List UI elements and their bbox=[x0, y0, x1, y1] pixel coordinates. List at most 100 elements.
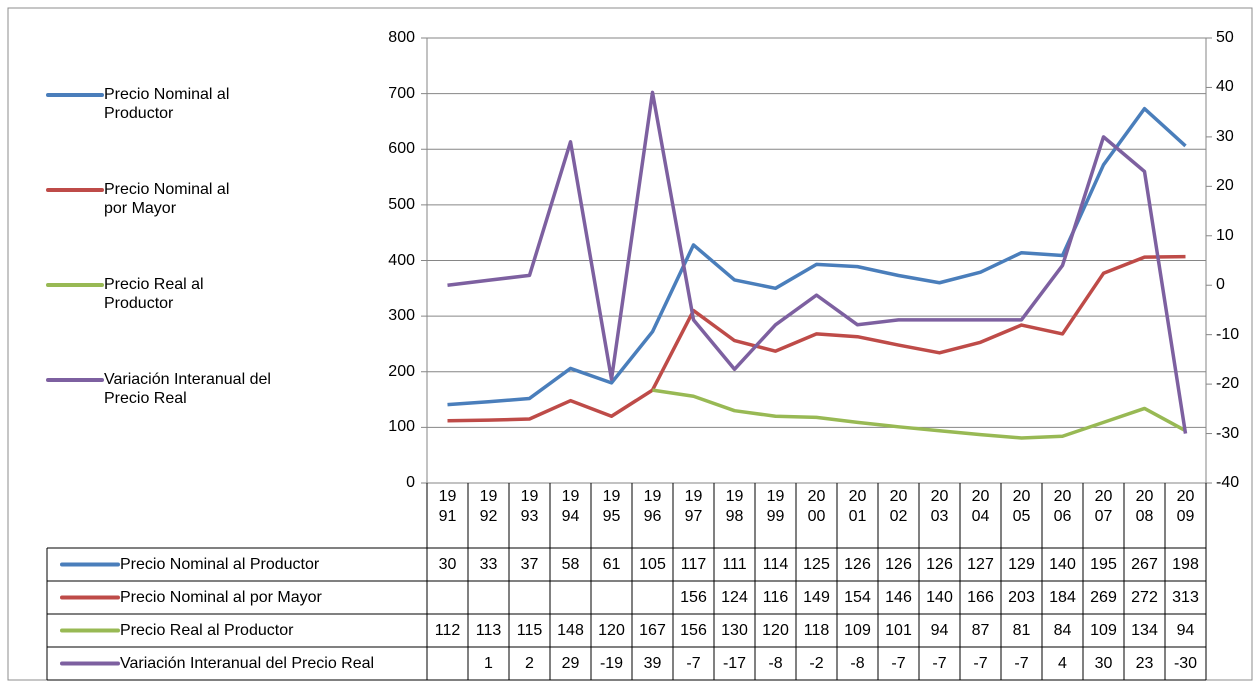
table-cell: -19 bbox=[599, 654, 624, 672]
y2-tick-label: -20 bbox=[1216, 375, 1240, 393]
table-cell: 111 bbox=[722, 555, 747, 573]
table-cell: -7 bbox=[1014, 654, 1029, 672]
table-cell: 118 bbox=[803, 621, 830, 639]
table-cell: -2 bbox=[809, 654, 824, 672]
table-cell: -7 bbox=[891, 654, 906, 672]
y2-tick-label: 30 bbox=[1216, 127, 1234, 145]
table-cell: 105 bbox=[639, 555, 666, 573]
table-cell: 272 bbox=[1131, 588, 1158, 606]
table-cell: 37 bbox=[520, 555, 539, 573]
table-cell: 116 bbox=[762, 588, 789, 606]
y2-tick-label: -30 bbox=[1216, 424, 1240, 442]
table-cell: 134 bbox=[1131, 621, 1158, 639]
y-tick-label: 600 bbox=[388, 140, 415, 158]
table-cell: -8 bbox=[850, 654, 865, 672]
table-cell: 61 bbox=[602, 555, 621, 573]
table-cell: 267 bbox=[1131, 555, 1158, 573]
table-cell: 115 bbox=[516, 621, 543, 639]
table-cell: 126 bbox=[926, 555, 953, 573]
table-cell: 124 bbox=[721, 588, 748, 606]
y-tick-label: 100 bbox=[388, 418, 415, 436]
y-tick-label: 800 bbox=[388, 29, 415, 46]
table-cell: 125 bbox=[803, 555, 830, 573]
table-row-label: Precio Nominal al Productor bbox=[120, 555, 320, 573]
series-line bbox=[447, 90, 1188, 434]
x-tick-label: 1998 bbox=[725, 488, 744, 525]
table-cell: 33 bbox=[479, 555, 498, 573]
table-cell: 109 bbox=[1090, 621, 1117, 639]
table-cell: 148 bbox=[557, 621, 584, 639]
x-tick-label: 1999 bbox=[766, 488, 785, 525]
x-tick-label: 2004 bbox=[971, 488, 990, 525]
table-cell: -8 bbox=[768, 654, 783, 672]
table-cell: 23 bbox=[1135, 654, 1154, 672]
series-line bbox=[447, 106, 1187, 407]
table-cell: 154 bbox=[844, 588, 871, 606]
table-cell: 101 bbox=[885, 621, 912, 639]
table-cell: 58 bbox=[561, 555, 580, 573]
x-tick-label: 1997 bbox=[684, 488, 703, 525]
y-tick-label: 500 bbox=[388, 195, 415, 213]
table-cell: 313 bbox=[1172, 588, 1199, 606]
legend-label: Precio Nominal al por Mayor bbox=[104, 181, 230, 217]
x-tick-label: 2001 bbox=[848, 488, 867, 525]
table-cell: 140 bbox=[926, 588, 953, 606]
x-tick-label: 2007 bbox=[1094, 488, 1113, 525]
table-cell: 87 bbox=[971, 621, 990, 639]
x-tick-label: 1994 bbox=[561, 488, 580, 525]
y2-tick-label: 10 bbox=[1216, 226, 1234, 244]
x-tick-label: 1991 bbox=[438, 488, 457, 525]
y2-tick-label: 20 bbox=[1216, 177, 1234, 195]
table-cell: 127 bbox=[967, 555, 994, 573]
table-cell: 130 bbox=[721, 621, 748, 639]
table-cell: 146 bbox=[885, 588, 912, 606]
table-cell: 114 bbox=[762, 555, 789, 573]
table-cell: 94 bbox=[1176, 621, 1195, 639]
table-cell: 140 bbox=[1049, 555, 1076, 573]
table-cell: 4 bbox=[1058, 654, 1067, 672]
y2-tick-label: -10 bbox=[1216, 325, 1240, 343]
table-cell: 149 bbox=[803, 588, 830, 606]
table-cell: 203 bbox=[1008, 588, 1035, 606]
x-tick-label: 1993 bbox=[520, 488, 539, 525]
table-cell: 39 bbox=[643, 654, 662, 672]
x-tick-label: 2003 bbox=[930, 488, 949, 525]
table-cell: 184 bbox=[1049, 588, 1076, 606]
table-cell: -7 bbox=[686, 654, 701, 672]
y-tick-label: 400 bbox=[388, 251, 415, 269]
x-tick-label: 2005 bbox=[1012, 488, 1031, 525]
table-cell: 81 bbox=[1012, 621, 1031, 639]
table-cell: 269 bbox=[1090, 588, 1117, 606]
table-row-label: Precio Nominal al por Mayor bbox=[120, 588, 322, 606]
y2-tick-label: 50 bbox=[1216, 29, 1234, 46]
table-cell: -30 bbox=[1173, 654, 1198, 672]
table-cell: 30 bbox=[1094, 654, 1113, 672]
table-cell: 30 bbox=[438, 555, 457, 573]
x-tick-label: 2009 bbox=[1176, 488, 1195, 525]
table-cell: 84 bbox=[1053, 621, 1072, 639]
x-tick-label: 2000 bbox=[807, 488, 826, 525]
table-row-label: Precio Real al Productor bbox=[120, 621, 294, 639]
table-cell: -7 bbox=[932, 654, 947, 672]
table-cell: 167 bbox=[639, 621, 666, 639]
table-cell: 126 bbox=[844, 555, 871, 573]
y-tick-label: 0 bbox=[406, 474, 415, 491]
table-cell: 29 bbox=[561, 654, 580, 672]
table-cell: 1 bbox=[484, 654, 493, 672]
table-cell: 120 bbox=[598, 621, 625, 639]
table-cell: 126 bbox=[885, 555, 912, 573]
table-cell: 120 bbox=[762, 621, 789, 639]
x-tick-label: 1995 bbox=[602, 488, 621, 525]
legend-label: Precio Real al Productor bbox=[104, 276, 204, 312]
x-tick-label: 2002 bbox=[889, 488, 908, 525]
table-cell: 112 bbox=[434, 621, 461, 639]
table-cell: 129 bbox=[1008, 555, 1035, 573]
table-cell: 166 bbox=[967, 588, 994, 606]
y-tick-label: 300 bbox=[388, 307, 415, 325]
y-tick-label: 200 bbox=[388, 362, 415, 380]
y2-tick-label: -40 bbox=[1216, 474, 1240, 491]
table-cell: 113 bbox=[475, 621, 502, 639]
table-cell: 2 bbox=[525, 654, 534, 672]
